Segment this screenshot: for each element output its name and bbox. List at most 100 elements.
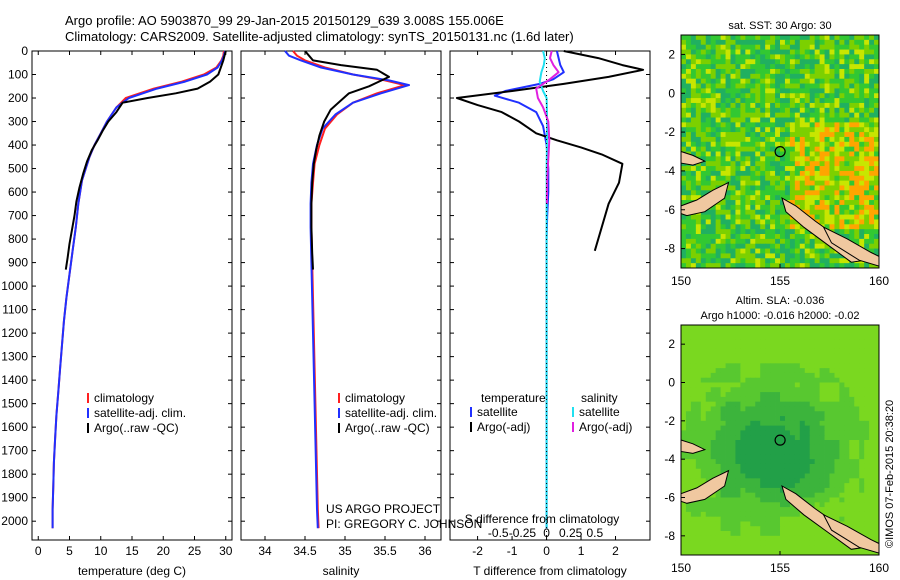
sla_map-cell bbox=[765, 440, 771, 446]
sst_map-cell bbox=[859, 238, 865, 245]
sla_map-cell bbox=[690, 387, 697, 393]
sla_map-cell bbox=[685, 358, 692, 364]
sla_map-cell bbox=[869, 406, 875, 412]
sla_map-cell bbox=[849, 382, 855, 388]
sla_map-cell bbox=[809, 478, 816, 484]
sla_map-cell bbox=[819, 329, 825, 335]
sla_map-cell bbox=[715, 406, 721, 412]
sla_map-cell bbox=[705, 401, 712, 407]
sla_map-cell bbox=[735, 540, 741, 546]
sla_map-cell bbox=[789, 435, 796, 441]
sst_map-cell bbox=[874, 238, 880, 245]
legend-label: Argo(..raw -QC) bbox=[345, 421, 430, 435]
sla_map-cell bbox=[725, 372, 731, 379]
sla_map-cell bbox=[740, 368, 746, 374]
sst_map-cell bbox=[844, 161, 850, 167]
sst_map-cell bbox=[844, 83, 850, 89]
sst_map-cell bbox=[710, 263, 717, 269]
sla_map-cell bbox=[799, 550, 806, 556]
sst_map-cell bbox=[705, 146, 712, 152]
sst_map-cell bbox=[804, 161, 811, 167]
sst_map-cell bbox=[730, 127, 736, 133]
sla_map-cell bbox=[874, 492, 880, 498]
sst_map-cell bbox=[809, 161, 816, 167]
sst_map-cell bbox=[780, 180, 786, 186]
sst_map-cell bbox=[725, 175, 731, 182]
sst_map-cell bbox=[869, 243, 875, 249]
sla_map-cell bbox=[784, 377, 791, 383]
sla_map-cell bbox=[685, 454, 692, 460]
sst_map-cell bbox=[824, 117, 830, 123]
sst_map-cell bbox=[740, 166, 746, 172]
sst_map-cell bbox=[700, 258, 707, 264]
sla_map-cell bbox=[784, 463, 791, 470]
temperature-series-satellite-adj-clim- bbox=[51, 50, 227, 529]
sst_map-cell bbox=[705, 39, 712, 46]
sla_map-cell bbox=[720, 545, 726, 551]
sst_map-cell bbox=[710, 248, 717, 254]
sst_map-cell bbox=[775, 83, 781, 89]
sst_map-cell bbox=[720, 253, 726, 259]
sst_map-cell bbox=[745, 248, 751, 254]
sst_map-cell bbox=[804, 136, 811, 143]
sla_map-cell bbox=[765, 392, 771, 398]
sla_map-cell bbox=[849, 368, 855, 374]
sla_map-cell bbox=[844, 382, 850, 388]
sst_map-cell bbox=[819, 166, 825, 172]
sla_map-cell bbox=[710, 497, 717, 503]
sst_map-cell bbox=[839, 44, 845, 50]
sla_map-cell bbox=[695, 382, 702, 388]
sst_map-cell bbox=[775, 161, 781, 167]
sla_map-cell bbox=[695, 468, 702, 474]
sla_map-cell bbox=[710, 392, 717, 398]
sla_map-cell bbox=[809, 449, 816, 455]
sla_map-cell bbox=[859, 502, 865, 508]
sla_map-cell bbox=[735, 358, 741, 364]
sst_map-cell bbox=[705, 54, 712, 60]
sst_map-cell bbox=[685, 258, 692, 264]
sst_map-cell bbox=[799, 204, 806, 211]
sst_map-cell bbox=[799, 238, 806, 245]
sla_map-cell bbox=[725, 545, 731, 551]
sst_map-cell bbox=[829, 107, 835, 114]
sla_map-cell bbox=[869, 468, 875, 474]
sst_map-cell bbox=[705, 98, 712, 104]
sla_map-cell bbox=[700, 406, 707, 412]
sla_map-cell bbox=[725, 435, 731, 441]
sla_map-cell bbox=[864, 406, 870, 412]
sst_map-cell bbox=[784, 35, 791, 41]
sla_map-cell bbox=[789, 459, 796, 465]
sla_map-cell bbox=[725, 339, 731, 345]
sla_map-cell bbox=[839, 363, 845, 369]
sla_map-cell bbox=[834, 329, 840, 335]
sst_map-cell bbox=[834, 136, 840, 143]
sla_map-cell bbox=[869, 511, 875, 518]
sst_map-cell bbox=[745, 204, 751, 211]
sla_map-cell bbox=[869, 449, 875, 455]
sla_map-cell bbox=[710, 535, 717, 542]
sla_map-cell bbox=[705, 325, 712, 331]
sst_map-cell bbox=[849, 156, 855, 162]
sst_map-cell bbox=[760, 141, 766, 148]
sla_map-cell bbox=[849, 516, 855, 522]
sla_map-cell bbox=[789, 353, 796, 359]
sla_map-cell bbox=[839, 358, 845, 364]
sla_map-cell bbox=[740, 463, 746, 470]
sla_map-cell bbox=[864, 468, 870, 474]
sla_map-cell bbox=[745, 377, 751, 383]
sst_map-cell bbox=[829, 195, 835, 201]
sla_map-cell bbox=[720, 511, 726, 518]
sst_map-cell bbox=[834, 73, 840, 80]
sst_map-cell bbox=[864, 185, 870, 191]
sst_map-cell bbox=[869, 98, 875, 104]
sst_map-cell bbox=[745, 132, 751, 138]
sla_map-cell bbox=[819, 372, 825, 379]
sla_map-cell bbox=[730, 440, 736, 446]
sla_map-cell bbox=[780, 368, 786, 374]
sst_map-cell bbox=[730, 243, 736, 249]
sst_map-cell bbox=[819, 102, 825, 109]
sla_map-cell bbox=[705, 353, 712, 359]
sla_map-cell bbox=[740, 440, 746, 446]
sst_map-cell bbox=[695, 190, 702, 196]
sla_map-cell bbox=[710, 339, 717, 345]
